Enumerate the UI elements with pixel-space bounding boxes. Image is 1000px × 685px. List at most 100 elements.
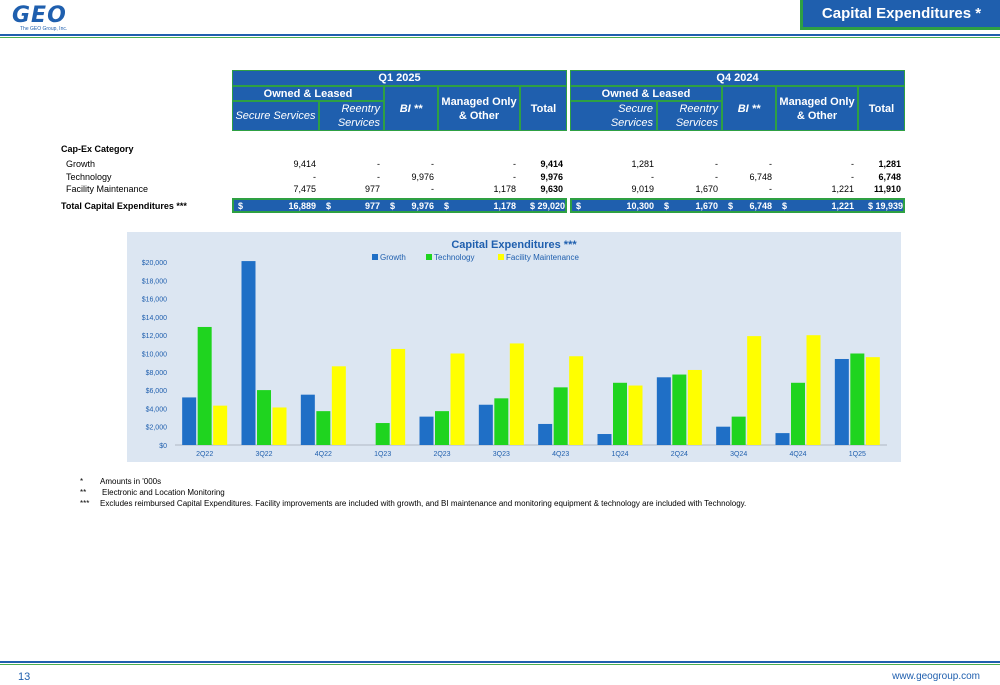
- capex-category-title: Cap-Ex Category: [61, 144, 134, 154]
- y-tick-label: $12,000: [142, 333, 167, 340]
- bar-growth: [834, 358, 849, 445]
- total-capex-label: Total Capital Expenditures ***: [61, 201, 187, 211]
- cell-value: -: [513, 172, 516, 182]
- bar-facility-maintenance: [806, 335, 821, 445]
- bar-facility-maintenance: [628, 385, 643, 445]
- currency-symbol: $: [664, 201, 670, 211]
- x-tick-label: 1Q24: [611, 451, 628, 458]
- legend-swatch: [372, 254, 378, 260]
- row-label: Technology: [66, 172, 112, 182]
- legend-label: Technology: [434, 253, 474, 262]
- grand-total-value: $ 19,939: [867, 201, 903, 211]
- x-tick-label: 4Q23: [552, 451, 569, 458]
- cell-value: -: [377, 159, 380, 169]
- bar-growth: [419, 416, 434, 445]
- bar-growth: [538, 423, 553, 445]
- cell-value: 9,630: [540, 184, 563, 194]
- footnote-1-text: Amounts in '000s: [100, 477, 162, 486]
- row-label: Facility Maintenance: [66, 184, 149, 194]
- y-tick-label: $6,000: [146, 388, 168, 395]
- managed-line1: Managed Only: [441, 95, 517, 108]
- bar-growth: [300, 394, 315, 445]
- cell-value: -: [715, 172, 718, 182]
- x-tick-label: 3Q22: [255, 451, 272, 458]
- period-header-q1-2025: Q1 2025: [232, 70, 567, 86]
- bar-facility-maintenance: [391, 348, 406, 445]
- managed-only-header-q1: Managed Only & Other: [438, 86, 520, 131]
- page-title: Capital Expenditures *: [800, 0, 1000, 30]
- page-number: 13: [18, 671, 31, 683]
- currency-symbol: $: [390, 201, 396, 211]
- legend-label: Growth: [380, 253, 406, 262]
- cell-value: 7,475: [293, 184, 316, 194]
- chart-title: Capital Expenditures ***: [451, 239, 577, 251]
- header-divider-accent: [0, 37, 1000, 38]
- x-tick-label: 2Q24: [671, 451, 688, 458]
- managed-line2: & Other: [796, 109, 838, 122]
- secure-line2: Services: [610, 117, 653, 129]
- currency-symbol: $: [728, 201, 734, 211]
- x-tick-label: 4Q22: [315, 451, 332, 458]
- footer-divider-accent: [0, 664, 1000, 665]
- footnote-3-text: Excludes reimbursed Capital Expenditures…: [100, 499, 747, 508]
- cell-value: 9,019: [631, 184, 654, 194]
- footnote-2-text: Electronic and Location Monitoring: [102, 488, 225, 497]
- period-header-q4-2024: Q4 2024: [570, 70, 905, 86]
- y-tick-label: $4,000: [146, 406, 168, 413]
- cell-value: -: [313, 172, 316, 182]
- y-tick-label: $14,000: [142, 315, 167, 322]
- cell-value: 9,414: [540, 159, 563, 169]
- cell-value: 11,910: [873, 184, 901, 194]
- footnote-2-mark: **: [80, 488, 87, 497]
- legend-swatch: [426, 254, 432, 260]
- bar-technology: [672, 374, 687, 445]
- bi-header-q1: BI **: [384, 86, 438, 131]
- managed-only-header-q4: Managed Only & Other: [776, 86, 858, 131]
- currency-symbol: $: [238, 201, 244, 211]
- y-tick-label: $0: [159, 443, 167, 450]
- x-tick-label: 3Q23: [493, 451, 510, 458]
- secure-services-header-q4: Secure Services: [570, 101, 657, 131]
- cell-value: 1,281: [631, 159, 654, 169]
- y-tick-label: $8,000: [146, 370, 168, 377]
- capex-chart-svg: Capital Expenditures *** Growth Technology…: [142, 239, 887, 458]
- bar-growth: [597, 434, 612, 445]
- bar-technology: [494, 398, 509, 445]
- bar-facility-maintenance: [865, 357, 880, 445]
- owned-leased-header-q1: Owned & Leased: [232, 86, 384, 101]
- cell-value: 1,178: [493, 184, 516, 194]
- reentry-line2: Services: [675, 117, 718, 129]
- y-tick-label: $2,000: [146, 425, 168, 432]
- total-value: 1,670: [695, 201, 718, 211]
- cell-value: -: [851, 159, 854, 169]
- currency-symbol: $: [326, 201, 332, 211]
- cell-value: -: [851, 172, 854, 182]
- cell-value: -: [513, 159, 516, 169]
- bar-technology: [613, 382, 627, 445]
- y-tick-label: $18,000: [142, 278, 167, 285]
- cell-value: -: [431, 184, 434, 194]
- cell-value: 1,281: [878, 159, 901, 169]
- footer-divider: [0, 661, 1000, 663]
- cell-value: -: [377, 172, 380, 182]
- total-header-q1: Total: [520, 86, 567, 131]
- row-label: Growth: [66, 159, 96, 169]
- website-link[interactable]: www.geogroup.com: [892, 671, 980, 682]
- capex-chart: Capital Expenditures *** Growth Technology…: [127, 232, 901, 462]
- bar-growth: [716, 426, 731, 445]
- cell-value: 977: [364, 184, 380, 194]
- x-tick-label: 2Q22: [196, 451, 213, 458]
- x-tick-label: 4Q24: [789, 451, 806, 458]
- cell-value: 6,748: [878, 172, 901, 182]
- currency-symbol: $: [444, 201, 450, 211]
- bar-technology: [257, 390, 271, 445]
- logo-text: GEO: [12, 3, 67, 28]
- header-divider: [0, 34, 1000, 36]
- bar-facility-maintenance: [213, 405, 228, 445]
- managed-line2: & Other: [458, 109, 500, 122]
- cell-value: -: [769, 159, 772, 169]
- reentry-line1: Reentry: [341, 103, 380, 115]
- currency-symbol: $: [576, 201, 582, 211]
- cell-value: 9,976: [540, 172, 563, 182]
- bar-facility-maintenance: [331, 366, 346, 445]
